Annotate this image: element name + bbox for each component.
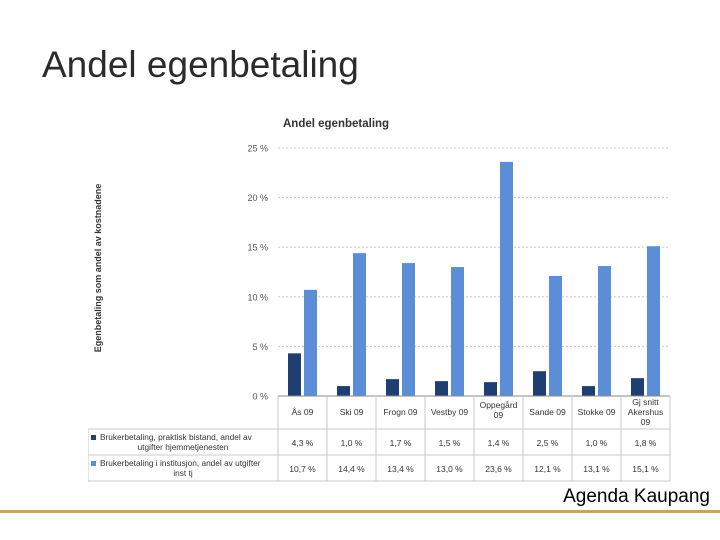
category-label: Frogn 09	[383, 407, 417, 417]
data-label-series-2: 23,6 %	[485, 464, 512, 474]
bar-series-1	[337, 386, 350, 396]
data-label-series-2: 13,0 %	[436, 464, 463, 474]
y-axis-label: Egenbetaling som andel av kostnadene	[93, 184, 103, 353]
bar-series-1	[484, 382, 497, 396]
bar-series-1	[631, 378, 644, 396]
category-label: Oppegård	[480, 400, 518, 410]
data-label-series-1: 1,0 %	[341, 438, 363, 448]
y-tick-label: 0 %	[252, 392, 268, 402]
legend-label-series-2: Brukerbetaling i institusjon, andel av u…	[100, 458, 261, 468]
data-label-series-2: 10,7 %	[289, 464, 316, 474]
bar-series-2	[451, 267, 464, 396]
bar-series-2	[549, 275, 562, 396]
bar-series-1	[288, 353, 301, 396]
data-label-series-2: 14,4 %	[338, 464, 365, 474]
bar-series-1	[386, 379, 399, 396]
y-tick-label: 10 %	[247, 292, 268, 302]
legend-swatch-series-2	[91, 461, 96, 466]
data-label-series-1: 1,8 %	[635, 438, 657, 448]
data-label-series-1: 4,3 %	[292, 438, 314, 448]
data-label-series-1: 1,0 %	[586, 438, 608, 448]
legend-label-series-1: utgifter hjemmetjenesten	[138, 442, 229, 452]
bar-series-2	[353, 253, 366, 396]
category-label: Ås 09	[292, 407, 314, 417]
bar-chart: Andel egenbetaling 0 % 5 % 10 % 15 % 20 % 25 %…	[87, 118, 671, 482]
legend-label-series-1: Brukerbetaling, praktisk bistand, andel …	[100, 432, 253, 442]
bar-series-1	[435, 381, 448, 396]
bar-series-2	[647, 246, 660, 396]
chart-container: Andel egenbetaling 0 % 5 % 10 % 15 % 20 % 25 %…	[87, 108, 688, 484]
category-label: Ski 09	[340, 407, 364, 417]
chart-title: Andel egenbetaling	[283, 118, 389, 130]
bar-series-1	[533, 371, 546, 396]
data-label-series-2: 13,4 %	[387, 464, 414, 474]
data-label-series-1: 1,5 %	[439, 438, 461, 448]
category-label: 09	[641, 417, 651, 427]
category-label: Vestby 09	[431, 407, 469, 417]
bar-series-1	[582, 386, 595, 396]
bar-series-2	[304, 289, 317, 396]
legend-label-series-2: inst tj	[173, 468, 193, 478]
bar-series-2	[402, 263, 415, 396]
data-label-series-2: 12,1 %	[534, 464, 561, 474]
footer-brand: Agenda Kaupang	[563, 486, 710, 507]
category-label: Akershus	[628, 407, 663, 417]
legend-swatch-series-1	[91, 435, 96, 440]
data-label-series-1: 1,4 %	[488, 438, 510, 448]
data-label-series-1: 1,7 %	[390, 438, 412, 448]
y-tick-label: 15 %	[247, 243, 268, 253]
footer-divider	[0, 510, 720, 513]
y-tick-label: 5 %	[252, 342, 268, 352]
bar-series-2	[500, 161, 513, 396]
y-tick-label: 25 %	[247, 144, 268, 154]
data-label-series-2: 15,1 %	[632, 464, 659, 474]
y-tick-label: 20 %	[247, 193, 268, 203]
category-label: 09	[494, 410, 504, 420]
category-label: Gj snitt	[632, 397, 659, 407]
slide-title: Andel egenbetaling	[42, 44, 359, 85]
data-label-series-2: 13,1 %	[583, 464, 610, 474]
bar-series-2	[598, 266, 611, 396]
category-label: Stokke 09	[578, 407, 616, 417]
category-label: Sande 09	[529, 407, 566, 417]
data-label-series-1: 2,5 %	[537, 438, 559, 448]
